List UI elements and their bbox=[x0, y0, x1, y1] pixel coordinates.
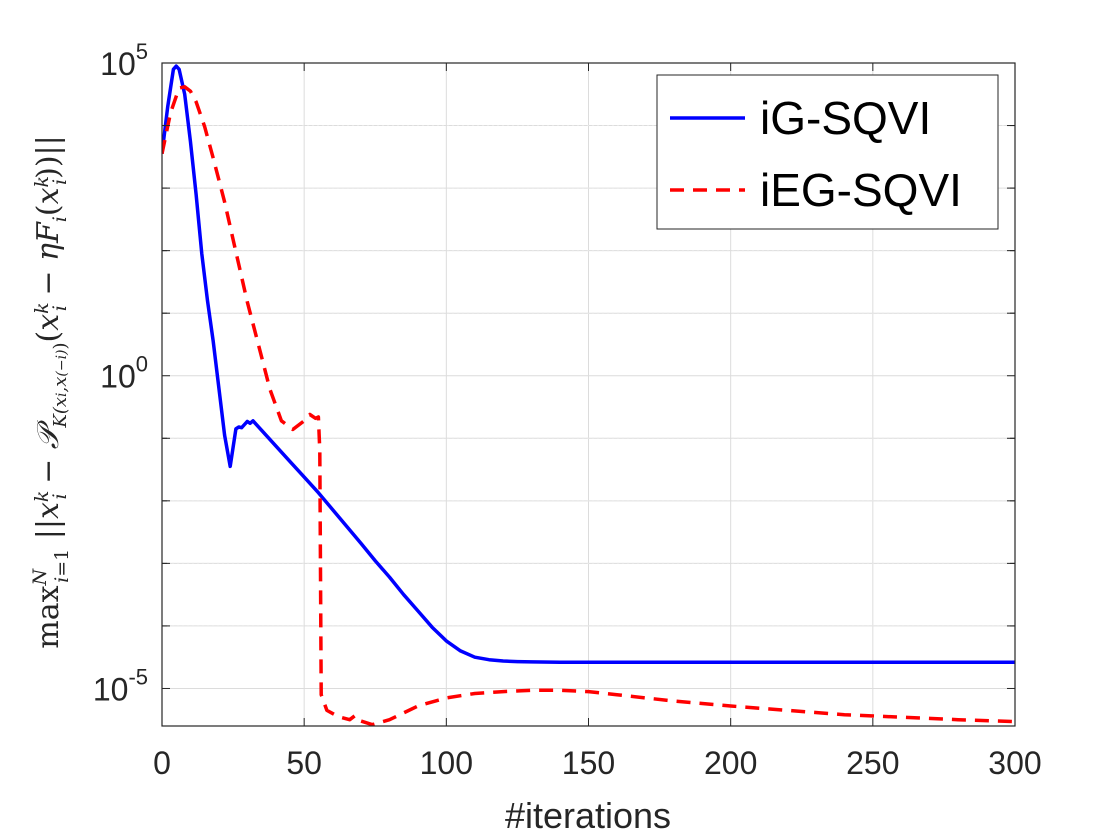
legend: iG-SQVI iEG-SQVI bbox=[656, 74, 999, 230]
x-tick-label: 150 bbox=[562, 745, 615, 781]
x-axis-title: #iterations bbox=[505, 795, 671, 836]
series-line-ig-sqvi bbox=[162, 64, 1015, 664]
series-line-ieg-sqvi bbox=[162, 85, 1015, 726]
y-tick-exponent: -5 bbox=[128, 664, 148, 689]
x-tick-label: 200 bbox=[704, 745, 757, 781]
y-tick-label: 100 bbox=[100, 352, 148, 395]
y-tick-exponent: 0 bbox=[136, 352, 148, 377]
y-tick-base: 10 bbox=[100, 46, 136, 82]
x-tick-label: 50 bbox=[286, 745, 322, 781]
legend-box bbox=[656, 74, 999, 230]
x-tick-label: 300 bbox=[988, 745, 1041, 781]
legend-label-ieg-sqvi: iEG-SQVI bbox=[760, 164, 962, 216]
axis-ticks bbox=[161, 62, 1016, 726]
y-tick-label: 105 bbox=[100, 39, 148, 82]
x-tick-label: 250 bbox=[846, 745, 899, 781]
y-tick-label: 10-5 bbox=[93, 664, 148, 707]
series-layer bbox=[162, 64, 1015, 726]
y-tick-base: 10 bbox=[100, 359, 136, 395]
x-tick-labels: 0 50 100 150 200 250 300 bbox=[153, 745, 1042, 781]
x-tick-label: 100 bbox=[420, 745, 473, 781]
legend-label-ig-sqvi: iG-SQVI bbox=[760, 92, 931, 144]
x-tick-label: 0 bbox=[153, 745, 171, 781]
y-tick-base: 10 bbox=[93, 671, 129, 707]
y-tick-exponent: 5 bbox=[136, 39, 148, 64]
